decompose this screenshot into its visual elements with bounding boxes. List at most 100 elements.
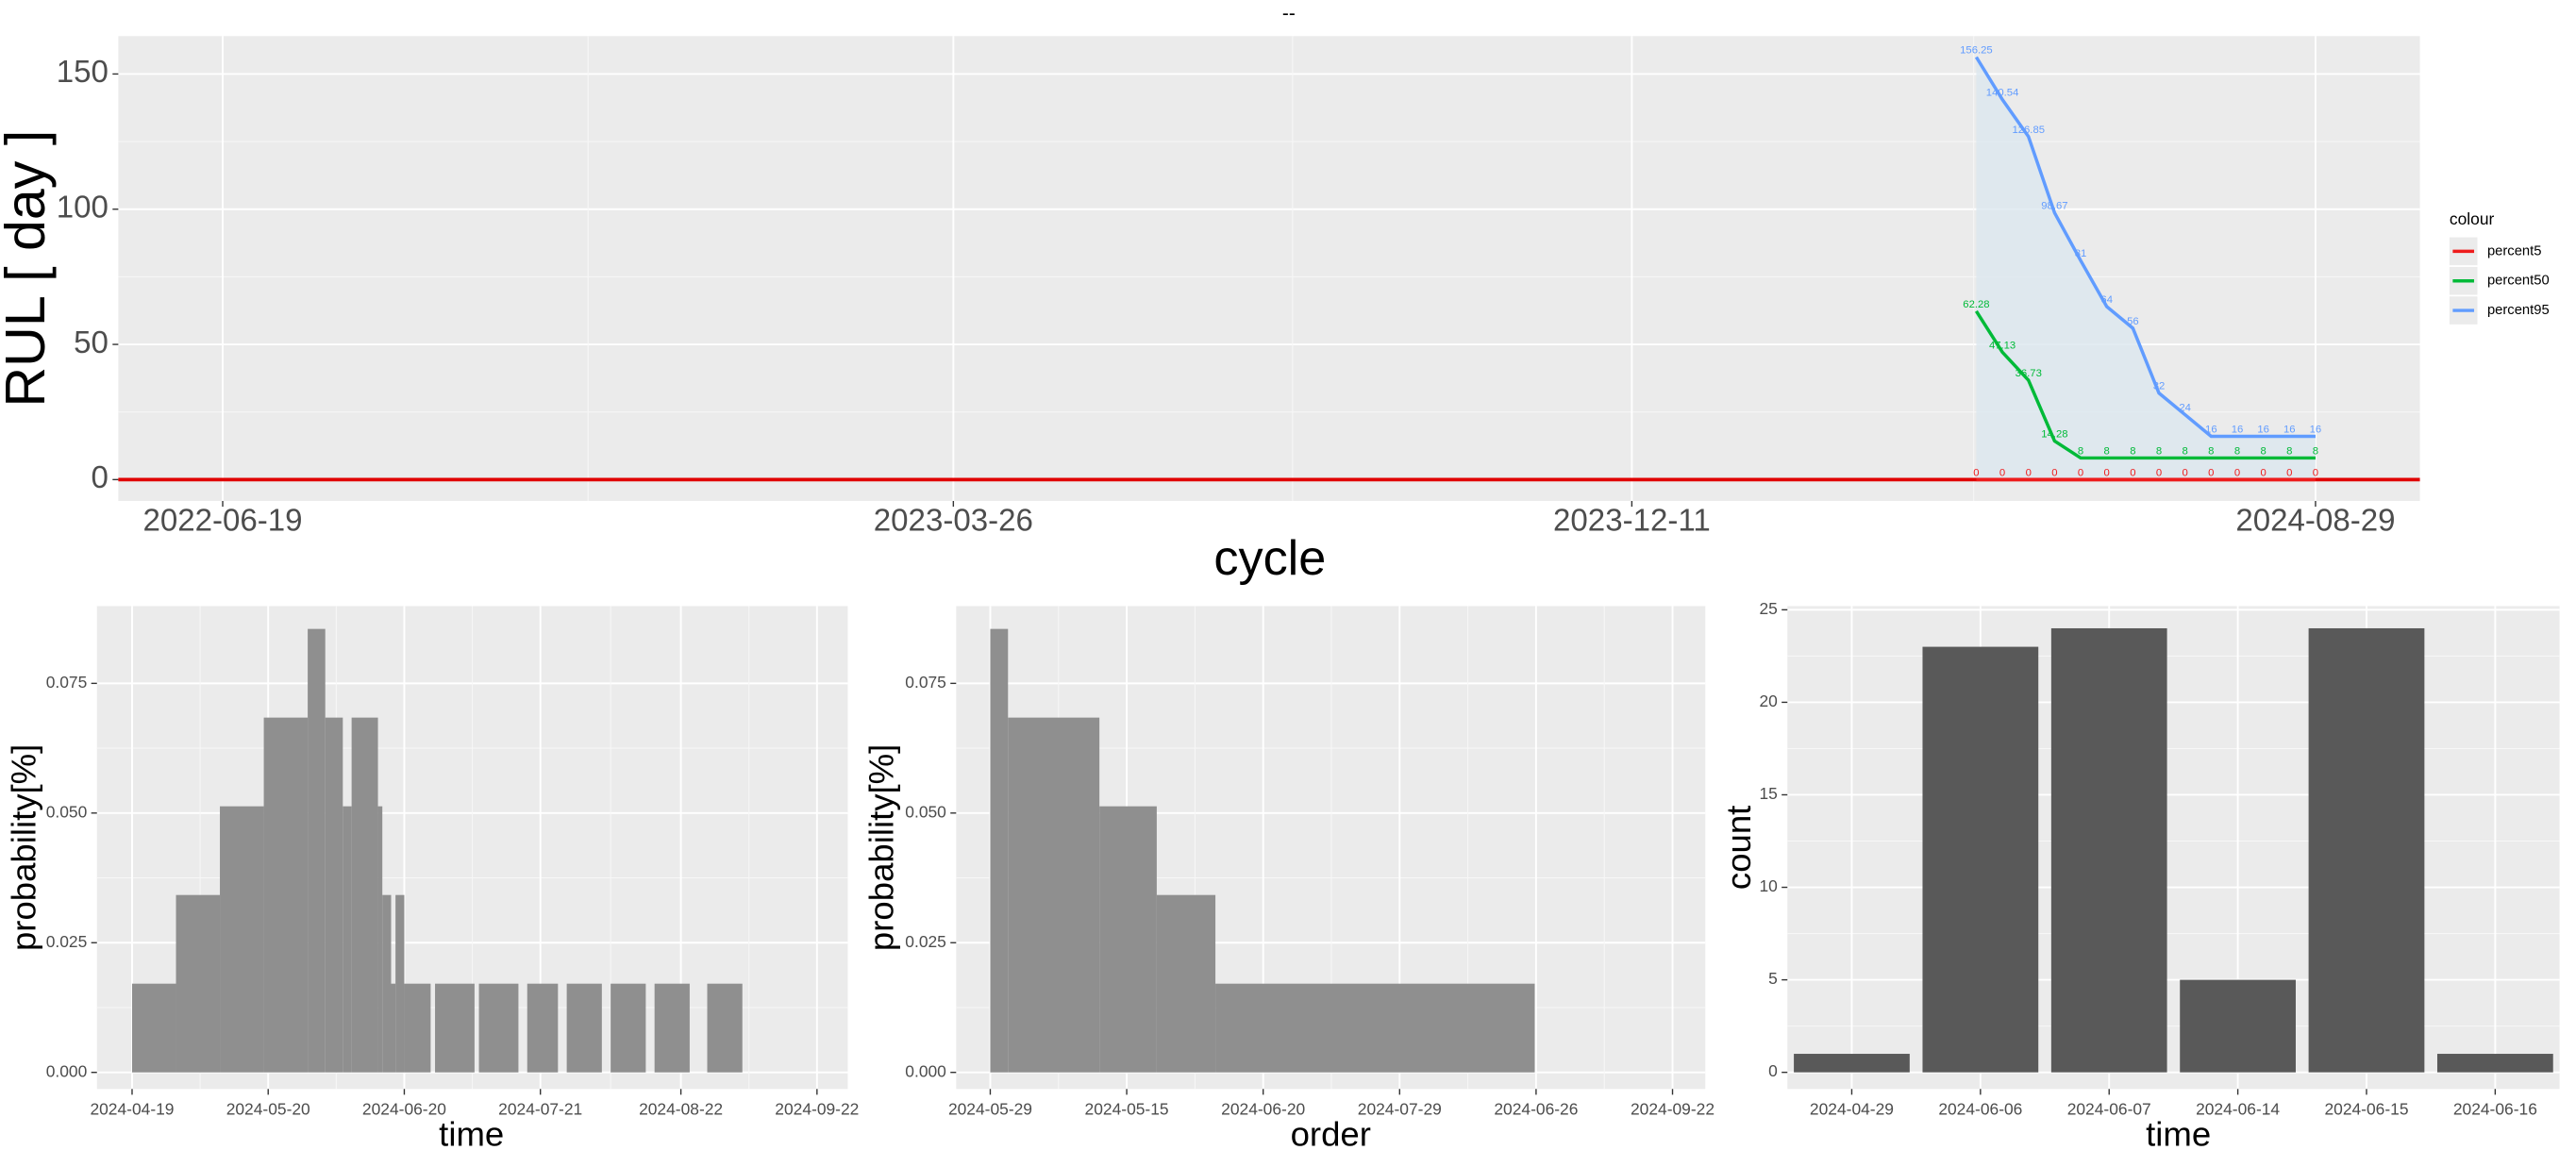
data-label: 56 [2127, 316, 2139, 327]
y-axis-title: count [1719, 806, 1758, 890]
data-label: 47.13 [1989, 340, 2016, 351]
data-label: 0 [2183, 467, 2188, 478]
histogram-bar [1008, 717, 1100, 1073]
y-tick-label: 0.075 [46, 673, 88, 692]
histogram-bar [435, 983, 475, 1073]
bar [2180, 979, 2296, 1073]
histogram-bar [391, 983, 396, 1073]
bar [2308, 627, 2425, 1073]
x-tick-label: 2024-09-22 [775, 1100, 859, 1119]
data-label: 36.73 [2016, 368, 2042, 379]
histogram-bar [377, 806, 383, 1073]
histogram-bar [1099, 806, 1157, 1073]
series-line [1974, 309, 2316, 460]
histogram-bar [654, 983, 690, 1073]
x-tick-label: 2023-12-11 [1553, 503, 1711, 538]
histogram-bar [1215, 983, 1535, 1073]
ribbon [1976, 57, 2316, 480]
data-label: 16 [2310, 425, 2322, 436]
histogram-bar [566, 983, 602, 1073]
histogram-bar [220, 806, 264, 1073]
data-label: 0 [2051, 467, 2057, 478]
data-label: 8 [2260, 445, 2266, 457]
y-tick-label: 0 [1768, 1061, 1778, 1080]
data-label: 0 [2026, 467, 2032, 478]
data-label: 16 [2257, 425, 2269, 436]
x-axis-title: time [2146, 1114, 2211, 1153]
x-axis-title: time [439, 1114, 504, 1153]
data-label: 24 [2179, 403, 2191, 414]
y-axis-title: probability[%] [5, 744, 43, 951]
x-tick-label: 2024-06-14 [2196, 1100, 2280, 1119]
data-label: 0 [2156, 467, 2162, 478]
histogram-bar [325, 717, 343, 1073]
data-label: 0 [2104, 467, 2110, 478]
y-tick-label: 20 [1759, 692, 1777, 710]
bar [1794, 1054, 1910, 1073]
data-label: 16 [2205, 425, 2217, 436]
data-label: 64 [2100, 294, 2113, 306]
data-label: 0 [2260, 467, 2266, 478]
x-tick-label: 2024-07-29 [1358, 1100, 1442, 1119]
x-tick-label: 2024-04-19 [90, 1100, 174, 1119]
data-label: 0 [2208, 467, 2214, 478]
bar [2436, 1054, 2553, 1073]
y-axis-title: probability[%] [861, 744, 900, 951]
data-label: 98.67 [2041, 201, 2067, 212]
legend-label: percent95 [2487, 303, 2550, 318]
data-label: 140.54 [1986, 88, 2019, 99]
y-tick-label: 0 [92, 460, 109, 495]
histogram-bar [382, 894, 392, 1073]
x-tick-label: 2024-08-22 [639, 1100, 723, 1119]
data-label: 8 [2130, 445, 2135, 457]
histogram-bar [131, 983, 176, 1073]
x-tick-label: 2024-09-22 [1631, 1100, 1715, 1119]
legend-label: percent5 [2487, 243, 2542, 258]
y-tick-label: 0.000 [905, 1061, 946, 1080]
histogram-bar [707, 983, 743, 1073]
x-tick-label: 2024-06-20 [362, 1100, 446, 1119]
data-label: 8 [2286, 445, 2292, 457]
x-tick-label: 2024-06-20 [1221, 1100, 1305, 1119]
x-tick-label: 2024-06-07 [2067, 1100, 2151, 1119]
data-label: 0 [2078, 467, 2083, 478]
x-tick-label: 2024-05-29 [948, 1100, 1032, 1119]
x-tick-label: 2024-07-21 [498, 1100, 582, 1119]
data-label: 8 [2104, 445, 2110, 457]
data-label: 0 [2286, 467, 2292, 478]
data-label: 16 [2232, 425, 2244, 436]
y-tick-label: 150 [57, 55, 109, 90]
histogram-bar [343, 806, 352, 1073]
data-label: 8 [2078, 445, 2083, 457]
data-label: 0 [2313, 467, 2318, 478]
histogram-bar [527, 983, 559, 1073]
data-label: 16 [2283, 425, 2296, 436]
series-line [1974, 56, 2316, 439]
y-axis-title: RUL [ day ] [0, 130, 57, 408]
x-axis-title: order [1291, 1114, 1371, 1153]
data-label: 126.85 [2012, 125, 2045, 136]
y-tick-label: 0.050 [46, 802, 88, 821]
x-tick-label: 2023-03-26 [874, 503, 1033, 538]
y-tick-label: 50 [74, 325, 109, 360]
y-tick-label: 0.000 [46, 1061, 88, 1080]
histogram-bar [395, 894, 405, 1073]
histogram-bar [404, 983, 431, 1073]
data-label: 0 [2130, 467, 2135, 478]
data-label: 0 [1999, 467, 2005, 478]
histogram-bar [176, 894, 221, 1073]
x-tick-label: 2024-06-15 [2324, 1100, 2408, 1119]
x-axis-title: cycle [1213, 531, 1326, 586]
y-tick-label: 0.075 [905, 673, 946, 692]
y-tick-label: 10 [1759, 876, 1777, 895]
plot-background [1787, 606, 2560, 1090]
x-tick-label: 2024-04-29 [1810, 1100, 1894, 1119]
x-tick-label: 2024-06-16 [2453, 1100, 2537, 1119]
x-tick-label: 2024-06-26 [1494, 1100, 1578, 1119]
data-label: 8 [2208, 445, 2214, 457]
y-tick-label: 0.025 [905, 932, 946, 951]
data-label: 62.28 [1963, 299, 1989, 310]
y-tick-label: 5 [1768, 969, 1778, 988]
y-tick-label: 15 [1759, 784, 1777, 803]
